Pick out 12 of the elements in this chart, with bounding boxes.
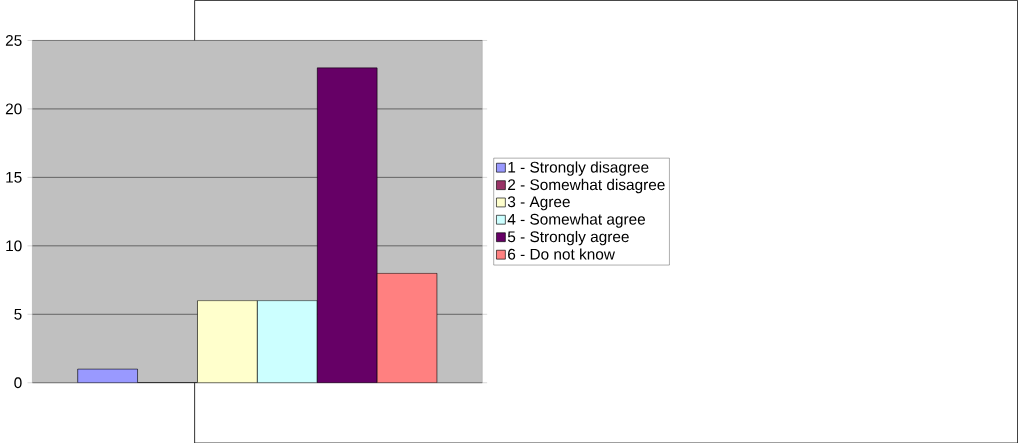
- y-tick-label: 15: [6, 171, 22, 183]
- legend-label: 6 - Do not know: [508, 248, 615, 260]
- legend-label: 2 - Somewhat disagree: [508, 178, 665, 193]
- legend-label: 5 - Strongly agree: [507, 230, 629, 246]
- legend-label: 1 - Strongly disagree: [508, 161, 649, 176]
- y-tick-label: 25: [5, 34, 22, 46]
- y-tick-label: 20: [5, 103, 22, 115]
- y-tick-label: 5: [14, 308, 22, 320]
- legend-label: 4 - Somewhat agree: [507, 213, 646, 228]
- legend-label: 3 - Agree: [507, 196, 570, 211]
- y-tick-label: 10: [6, 240, 22, 252]
- y-tick-label: 0: [14, 377, 22, 388]
